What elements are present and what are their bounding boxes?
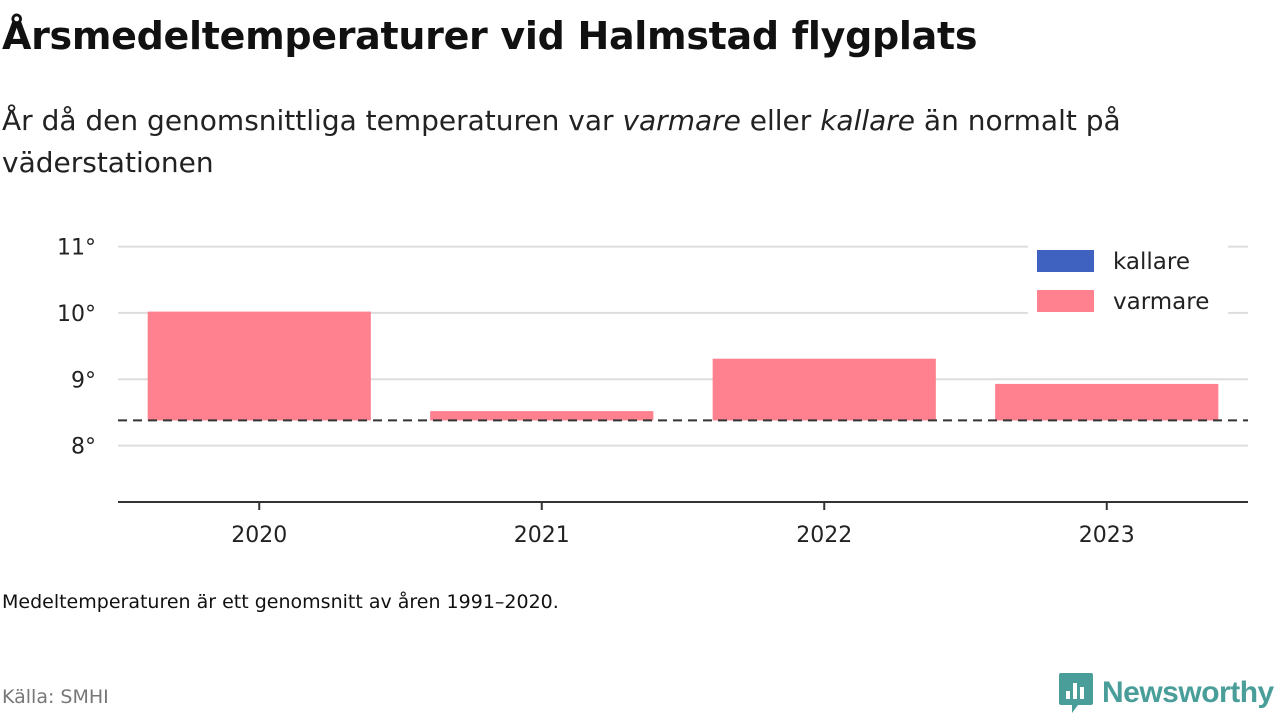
y-tick-label: 9° [71,368,96,393]
bar-2020 [147,311,371,421]
subtitle-warm-word: varmare [622,104,741,137]
y-tick-label: 11° [57,236,96,261]
x-tick-label: 2022 [796,523,852,548]
bar-2021 [430,411,654,421]
subtitle-text-2: eller [740,104,821,137]
legend-swatch-kallare [1037,250,1094,272]
newsworthy-logo-icon [1059,673,1093,713]
y-tick-label: 8° [71,435,96,460]
x-tick-label: 2023 [1079,523,1135,548]
y-tick-label: 10° [57,302,96,327]
subtitle-cold-word: kallare [820,104,916,137]
newsworthy-brand: Newsworthy [1058,670,1274,716]
legend-label-varmare: varmare [1113,289,1209,315]
subtitle-text-1: År då den genomsnittliga temperaturen va… [2,104,623,137]
legend-label-kallare: kallare [1113,249,1190,275]
footnote: Medeltemperaturen är ett genomsnitt av å… [2,591,559,613]
x-tick-label: 2020 [231,523,287,548]
legend-swatch-varmare [1037,290,1094,312]
bar-2022 [712,358,936,421]
source-label: Källa: SMHI [2,686,109,708]
subtitle-text-3: än normalt på väderstationen [2,104,1121,179]
bar-2023 [995,383,1219,421]
x-tick-label: 2021 [514,523,570,548]
chart-subtitle: År då den genomsnittliga temperaturen va… [2,100,1262,184]
brand-name: Newsworthy [1102,676,1274,709]
bar-chart: 8° 9° 10° 11° 2020 2021 2022 2023 kallare varmare [57,236,1248,548]
chart-title: Årsmedeltemperaturer vid Halmstad flygpl… [2,14,978,58]
